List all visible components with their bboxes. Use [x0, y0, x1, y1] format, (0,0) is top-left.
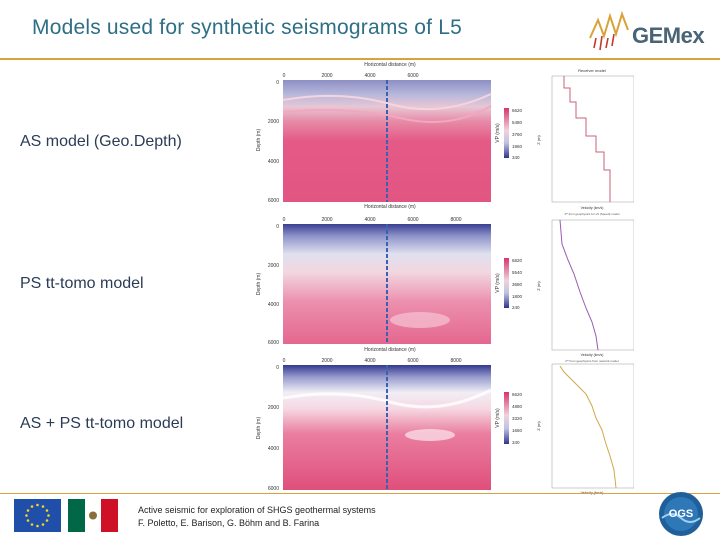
velocity-panel-ps: 0 2000 4000 6000 8000 0 2000 4000 6000 D… [256, 217, 523, 353]
colorbar-tick: 6620 [512, 108, 523, 113]
y-axis-title: Depth (m) [256, 273, 262, 296]
colorbar-title: VP (m/s) [495, 123, 501, 143]
y-axis-title: Depth (m) [256, 417, 262, 440]
colorbar-tick: 1960 [512, 144, 523, 149]
velocity-profile-line [563, 76, 611, 202]
gemex-logo [589, 10, 629, 51]
y-tick: 0 [276, 365, 279, 371]
bottom-axis-title: Horizontal distance (m) [364, 347, 416, 353]
colorbar-tick: 5540 [512, 270, 523, 275]
colorbar-tick: 6820 [512, 258, 523, 263]
colorbar-title: VP (m/s) [495, 273, 501, 293]
eu-flag-icon [14, 499, 61, 532]
colorbar-tick: 1660 [512, 428, 523, 433]
slide-title: Models used for synthetic seismograms of… [32, 16, 462, 39]
profile-x-axis-title: Velocity (km/s) [581, 206, 604, 210]
bottom-axis-title: Horizontal distance (m) [364, 204, 416, 210]
x-tick: 0 [283, 73, 286, 79]
colorbar-title: VP (m/s) [495, 408, 501, 428]
y-tick: 4000 [268, 302, 279, 308]
y-tick: 0 [276, 80, 279, 86]
gemex-logo-text: GEMex [632, 23, 705, 48]
y-tick: 6000 [268, 340, 279, 346]
colorbar [504, 258, 509, 308]
x-tick: 8000 [450, 217, 461, 223]
colorbar [504, 392, 509, 444]
y-tick: 2000 [268, 263, 279, 269]
y-tick: 2000 [268, 119, 279, 125]
top-axis-title: Horizontal distance (m) [364, 62, 416, 68]
profile-y-axis-title: Z (m) [536, 135, 541, 145]
x-tick: 2000 [321, 217, 332, 223]
x-tick: 6000 [407, 217, 418, 223]
x-tick: 4000 [364, 358, 375, 364]
model-label-as-ps: AS + PS tt-tomo model [20, 415, 184, 432]
colorbar-tick: 3760 [512, 132, 523, 137]
y-tick: 0 [276, 224, 279, 230]
colorbar-tick: 340 [512, 155, 520, 160]
x-tick: 2000 [321, 358, 332, 364]
x-tick: 4000 [364, 217, 375, 223]
velocity-profile-as: Receiver model Z (m) Velocity (km/s) P* … [536, 68, 634, 216]
x-tick: 6000 [407, 358, 418, 364]
velocity-panel-as-ps: 0 2000 4000 6000 8000 0 2000 4000 6000 D… [256, 358, 523, 492]
footer-authors-text: F. Poletto, E. Barison, G. Böhm and B. F… [138, 518, 320, 528]
footer-divider [0, 493, 720, 494]
mexico-flag-icon [68, 499, 118, 532]
model-label-as: AS model (Geo.Depth) [20, 133, 182, 150]
y-axis-title: Depth (m) [256, 129, 262, 152]
model-label-ps: PS tt-tomo model [20, 275, 144, 292]
profile-y-axis-title: Z (m) [536, 281, 541, 291]
colorbar-tick: 6620 [512, 392, 523, 397]
profile-y-axis-title: Z (m) [536, 421, 541, 431]
colorbar-tick: 5480 [512, 120, 523, 125]
footer-project-text: Active seismic for exploration of SHGS g… [138, 505, 376, 515]
x-tick: 2000 [321, 73, 332, 79]
ogs-logo-text: OGS [669, 508, 693, 520]
profile-title: Receiver model [578, 68, 606, 73]
velocity-profile-ps: Z (m) Velocity (km/s) P* from geophysics… [536, 219, 634, 363]
y-tick: 4000 [268, 159, 279, 165]
x-tick: 0 [283, 217, 286, 223]
y-tick: 4000 [268, 446, 279, 452]
colorbar-tick: 1800 [512, 294, 523, 299]
y-tick: 2000 [268, 405, 279, 411]
y-tick: 6000 [268, 486, 279, 492]
y-tick: 6000 [268, 198, 279, 204]
profile-note: P* from geophysics for L5 (Speed) model [565, 212, 620, 216]
colorbar-tick: 4880 [512, 404, 523, 409]
x-tick: 0 [283, 358, 286, 364]
profile-note: P* from geophysics from network model [565, 359, 618, 363]
ogs-logo: OGS [659, 492, 703, 536]
velocity-profile-line [559, 219, 599, 351]
colorbar-tick: 3320 [512, 416, 523, 421]
colorbar [504, 108, 509, 158]
velocity-panel-as: Horizontal distance (m) 0 2000 4000 6000… [256, 62, 523, 210]
colorbar-tick: 3680 [512, 282, 523, 287]
x-tick: 4000 [364, 73, 375, 79]
velocity-profile-line [559, 365, 617, 489]
x-tick: 6000 [407, 73, 418, 79]
title-divider [0, 58, 720, 60]
colorbar-tick: 240 [512, 305, 520, 310]
x-tick: 8000 [450, 358, 461, 364]
profile-x-axis-title: Velocity (km/s) [581, 353, 604, 357]
velocity-profile-as-ps: Z (m) Velocity (km/s) [536, 363, 634, 495]
colorbar-tick: 340 [512, 440, 520, 445]
